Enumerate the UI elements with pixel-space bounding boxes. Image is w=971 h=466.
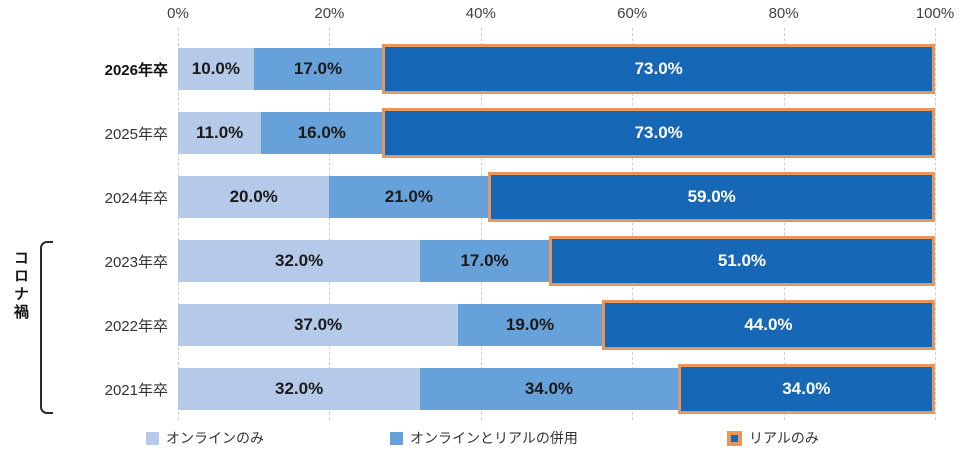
- legend-item: オンラインのみ: [146, 428, 264, 448]
- segment-value-label: 34.0%: [524, 379, 574, 398]
- segment-value-label: 10.0%: [191, 59, 240, 78]
- stacked-bar: 20.0% 21.0% 59.0%: [178, 172, 935, 222]
- segment-value-label: 19.0%: [505, 315, 555, 334]
- bar-segment: 17.0%: [253, 48, 383, 90]
- segment-value-label: 21.0%: [384, 187, 433, 206]
- gridline: [783, 28, 785, 420]
- segment-value-label: 17.0%: [460, 251, 509, 270]
- category-label: 2025年卒: [104, 125, 168, 143]
- segment-value-label: 20.0%: [229, 187, 278, 206]
- bar-segment: 32.0%: [178, 240, 421, 282]
- category-label: 2021年卒: [104, 381, 168, 399]
- gridline: [178, 28, 179, 420]
- gridlines: [178, 28, 936, 420]
- gridline: [480, 28, 482, 420]
- bar-segment: 10.0%: [178, 48, 254, 90]
- bar-segment: 34.0%: [420, 368, 678, 410]
- legend-swatch: [727, 430, 742, 446]
- x-axis-ticks: 0% 20% 40% 60% 80% 100%: [167, 5, 954, 25]
- legend-label: オンラインのみ: [166, 430, 264, 446]
- legend-swatch: [146, 431, 159, 445]
- x-axis-tick-label: 100%: [915, 5, 955, 22]
- segment-value-label: 51.0%: [717, 251, 767, 270]
- bar-segment: 11.0%: [178, 112, 262, 154]
- stacked-bar: 32.0% 17.0% 51.0%: [178, 236, 935, 286]
- bar-rows: 2026年卒 10.0% 17.0% 73.0% 2025年卒 11.0% 16.0% 73.…: [105, 37, 935, 421]
- bar-segment: 59.0%: [488, 172, 935, 222]
- bar-segment: 17.0%: [420, 240, 549, 282]
- stacked-bar: 11.0% 16.0% 73.0%: [178, 108, 935, 158]
- legend-swatch: [390, 431, 403, 445]
- segment-value-label: 16.0%: [297, 123, 346, 142]
- legend-item: オンラインとリアルの併用: [390, 428, 578, 448]
- segment-value-label: 37.0%: [293, 315, 343, 334]
- segment-value-label: 73.0%: [634, 123, 683, 142]
- bar-segment: 51.0%: [548, 236, 935, 286]
- x-axis-tick-label: 20%: [314, 5, 345, 22]
- segment-value-label: 44.0%: [744, 315, 793, 334]
- legend-label: リアルのみ: [749, 430, 819, 446]
- bar-row: 2023年卒 32.0% 17.0% 51.0%: [105, 229, 935, 293]
- bar-row: 2024年卒 20.0% 21.0% 59.0%: [105, 165, 935, 229]
- x-axis-tick-label: 80%: [768, 5, 799, 22]
- legend-label: オンラインとリアルの併用: [410, 430, 578, 446]
- segment-value-label: 34.0%: [782, 379, 831, 398]
- category-label: 2023年卒: [104, 253, 168, 271]
- bar-row: 2022年卒 37.0% 19.0% 44.0%: [105, 293, 935, 357]
- gridline: [632, 28, 634, 420]
- stacked-bar: 32.0% 34.0% 34.0%: [178, 364, 935, 414]
- x-axis-tick-label: 40%: [465, 5, 496, 22]
- gridline: [935, 28, 936, 420]
- bar-segment: 34.0%: [677, 364, 935, 414]
- category-label: 2024年卒: [104, 189, 168, 207]
- bar-row: 2021年卒 32.0% 34.0% 34.0%: [105, 357, 935, 421]
- segment-value-label: 17.0%: [293, 59, 343, 78]
- segment-value-label: 59.0%: [687, 187, 736, 206]
- bar-segment: 32.0%: [178, 368, 421, 410]
- x-axis-tick-label: 60%: [617, 5, 648, 22]
- bar-segment: 73.0%: [382, 44, 935, 94]
- bar-segment: 73.0%: [382, 108, 935, 158]
- corona-annotation-label: コロナ禍: [12, 250, 29, 322]
- x-axis-tick-label: 0%: [167, 5, 189, 22]
- corona-bracket-shape: [40, 241, 53, 414]
- category-label: 2026年卒: [104, 61, 168, 79]
- legend-item: リアルのみ: [727, 428, 819, 448]
- gridline: [329, 28, 331, 420]
- bar-segment: 21.0%: [329, 176, 489, 218]
- bar-row: 2026年卒 10.0% 17.0% 73.0%: [105, 37, 935, 101]
- bar-segment: 16.0%: [261, 112, 383, 154]
- segment-value-label: 73.0%: [634, 59, 683, 78]
- legend: オンラインのみ オンラインとリアルの併用 リアルのみ: [0, 424, 971, 458]
- segment-value-label: 32.0%: [275, 379, 324, 398]
- bar-segment: 37.0%: [178, 304, 459, 346]
- segment-value-label: 32.0%: [275, 251, 324, 270]
- plot-area: 2026年卒 10.0% 17.0% 73.0% 2025年卒 11.0% 16.0% 73.…: [105, 28, 936, 421]
- category-label: 2022年卒: [104, 317, 168, 335]
- stacked-bar: 37.0% 19.0% 44.0%: [178, 300, 935, 350]
- bar-row: 2025年卒 11.0% 16.0% 73.0%: [105, 101, 935, 165]
- stacked-bar: 10.0% 17.0% 73.0%: [178, 44, 935, 94]
- bar-segment: 19.0%: [458, 304, 602, 346]
- segment-value-label: 11.0%: [196, 123, 244, 142]
- bar-segment: 44.0%: [601, 300, 935, 350]
- bar-segment: 20.0%: [178, 176, 330, 218]
